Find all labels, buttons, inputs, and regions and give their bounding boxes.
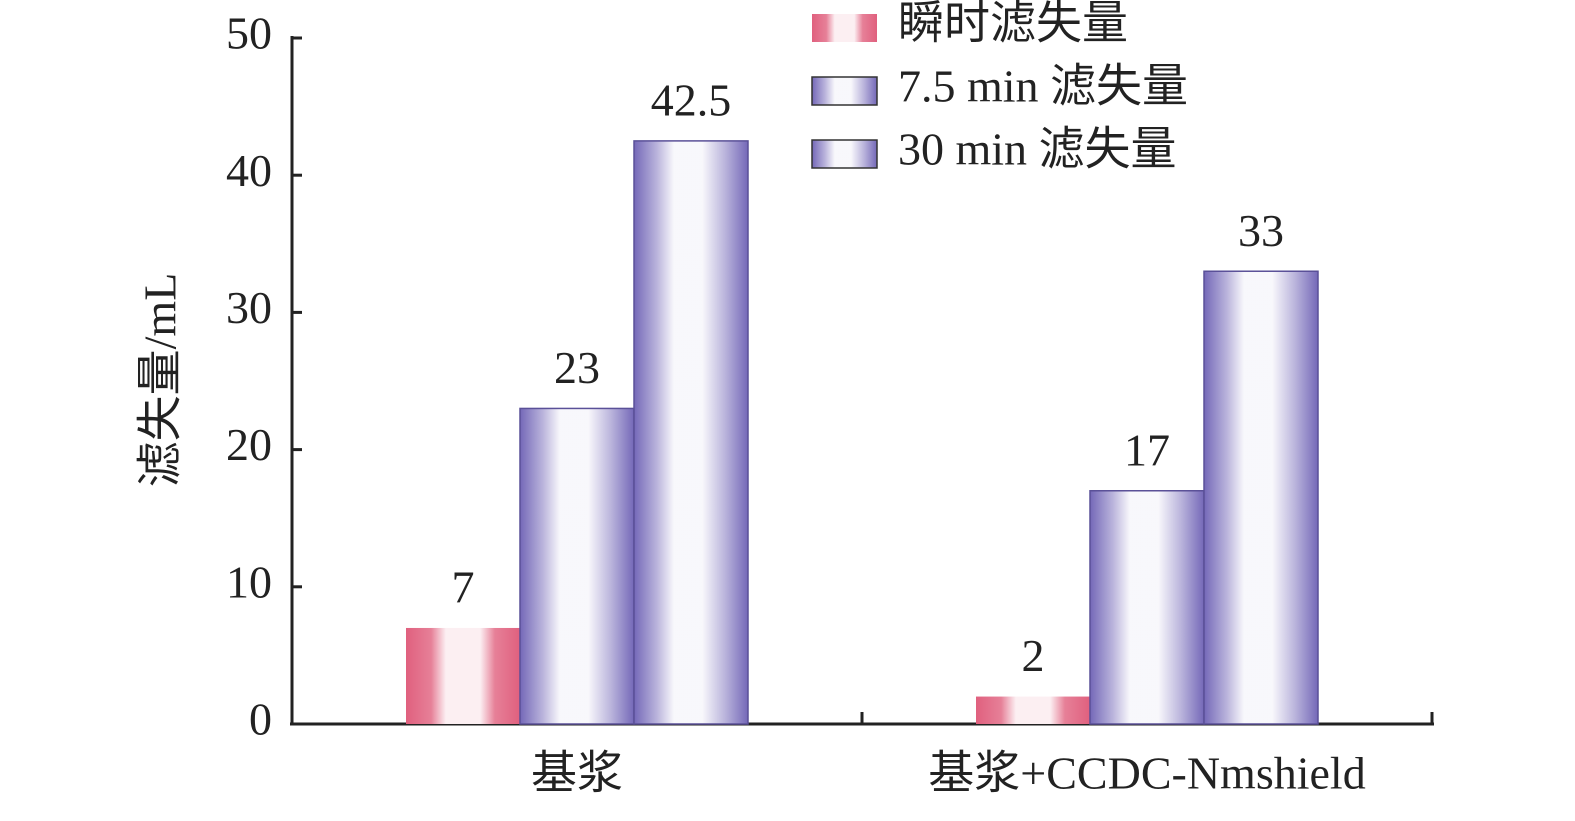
bar-shade [633,140,749,725]
bar-shade [1203,270,1319,725]
y-tick-label: 20 [226,419,272,470]
y-tick-label: 50 [226,8,272,59]
data-label: 23 [554,342,600,393]
y-axis-label: 滤失量/mL [135,273,186,488]
data-label: 42.5 [651,74,732,125]
y-tick-label: 10 [226,556,272,607]
data-label: 33 [1238,205,1284,256]
bar-shade [1089,490,1205,725]
bar-shade [406,627,520,724]
bar-shade [519,407,635,725]
legend-swatch [812,14,877,42]
y-tick-label: 30 [226,282,272,333]
legend-label: 瞬时滤失量 [898,0,1128,49]
data-label: 2 [1022,630,1045,681]
legend-swatch [811,76,878,106]
bar-shade [976,696,1090,724]
data-label: 17 [1124,424,1170,475]
y-tick-label: 0 [249,694,272,745]
x-tick-label: 基浆+CCDC-Nmshield [928,748,1365,799]
legend-swatch [811,139,878,169]
legend-label: 30 min 滤失量 [898,124,1177,175]
x-tick-label: 基浆 [531,748,623,799]
data-label: 7 [452,562,475,613]
legend-label: 7.5 min 滤失量 [898,61,1188,112]
y-tick-label: 40 [226,145,272,196]
